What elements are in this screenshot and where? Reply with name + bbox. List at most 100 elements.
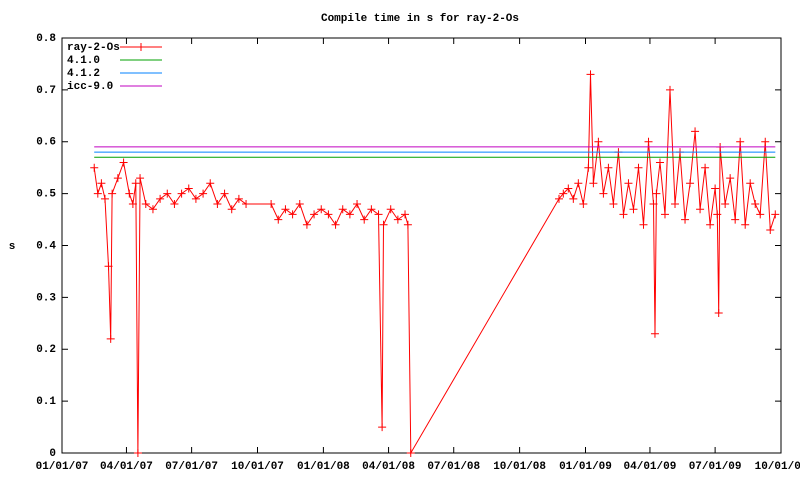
plot-frame (61, 37, 782, 454)
point-marker (660, 210, 669, 219)
x-tick-label: 01/01/09 (559, 461, 612, 473)
point-marker (93, 189, 102, 198)
point-marker (706, 220, 715, 229)
point-marker (665, 85, 674, 94)
x-tick-label: 10/01/07 (231, 461, 284, 473)
point-marker (650, 329, 659, 338)
point-marker (324, 210, 333, 219)
point-marker (594, 137, 603, 146)
point-marker (393, 215, 402, 224)
point-marker (97, 179, 106, 188)
point-marker (721, 200, 730, 208)
point-marker (634, 163, 643, 172)
point-marker (741, 220, 750, 229)
point-marker (288, 210, 297, 219)
point-marker (148, 205, 157, 214)
point-marker (90, 163, 99, 172)
point-marker (714, 308, 723, 317)
point-marker (108, 189, 117, 198)
point-marker (589, 179, 598, 188)
point-marker (599, 189, 608, 198)
point-marker (163, 189, 172, 198)
point-marker (331, 220, 340, 229)
point-marker (220, 189, 229, 198)
point-marker (691, 127, 700, 136)
x-tick-label: 07/01/09 (689, 461, 742, 473)
point-marker (624, 179, 633, 188)
x-tick-label: 07/01/07 (165, 461, 218, 473)
point-marker (227, 205, 236, 214)
point-marker (681, 215, 690, 224)
point-marker (771, 210, 780, 219)
x-tick-label: 04/01/08 (362, 461, 415, 473)
point-marker (199, 189, 208, 198)
point-marker (100, 194, 109, 203)
point-marker (746, 179, 755, 188)
point-marker (360, 215, 369, 224)
point-marker (156, 194, 165, 203)
y-tick-label: 0.7 (36, 85, 56, 97)
series-line (93, 74, 776, 455)
x-tick-label: 01/01/08 (297, 461, 350, 473)
point-marker (133, 449, 142, 457)
point-marker (766, 225, 775, 234)
y-tick-label: 0.2 (36, 344, 56, 356)
point-marker (403, 220, 412, 229)
point-marker (731, 215, 740, 224)
point-marker (711, 184, 720, 193)
y-tick-label: 0.8 (36, 33, 56, 45)
point-marker (378, 423, 387, 432)
point-marker (367, 205, 376, 214)
point-marker (242, 200, 251, 208)
y-tick-label: 0 (49, 448, 56, 460)
y-tick-label: 0.1 (36, 396, 56, 408)
point-marker (713, 210, 722, 219)
point-marker (564, 184, 573, 193)
point-marker (655, 158, 664, 167)
point-marker (644, 137, 653, 146)
point-marker (686, 179, 695, 188)
legend-label: ray-2-Os (67, 42, 120, 54)
point-marker (579, 200, 588, 208)
point-marker (302, 220, 311, 229)
point-marker (131, 179, 140, 188)
point-marker (559, 189, 568, 198)
point-marker (295, 200, 304, 208)
point-marker (113, 174, 122, 183)
point-marker (609, 200, 618, 208)
y-tick-label: 0.6 (36, 137, 56, 149)
point-marker (191, 194, 200, 203)
point-marker (184, 184, 193, 193)
point-marker (374, 210, 383, 219)
point-marker (353, 200, 362, 208)
x-tick-label: 10/01/09 (755, 461, 800, 473)
x-tick-label: 04/01/09 (624, 461, 677, 473)
point-marker (649, 200, 658, 208)
x-tick-label: 04/01/07 (100, 461, 153, 473)
point-marker (119, 158, 128, 167)
point-marker (141, 200, 150, 208)
point-marker (125, 189, 134, 198)
point-marker (751, 200, 760, 208)
point-marker (267, 200, 276, 208)
y-axis-label: s (9, 241, 16, 253)
point-marker (170, 200, 179, 208)
point-marker (604, 163, 613, 172)
point-marker (345, 210, 354, 219)
point-marker (338, 205, 347, 214)
x-tick-label: 01/01/07 (36, 461, 89, 473)
y-tick-label: 0.3 (36, 292, 56, 304)
point-marker (652, 189, 661, 198)
point-marker (736, 137, 745, 146)
point-marker (386, 205, 395, 214)
legend-label: icc-9.0 (67, 81, 113, 93)
legend-label: 4.1.2 (67, 68, 100, 80)
point-marker (106, 334, 115, 343)
point-marker (401, 210, 410, 219)
point-marker (213, 200, 222, 208)
point-marker (629, 205, 638, 214)
x-tick-label: 10/01/08 (493, 461, 546, 473)
legend-marker (137, 43, 145, 51)
point-marker (104, 262, 113, 271)
